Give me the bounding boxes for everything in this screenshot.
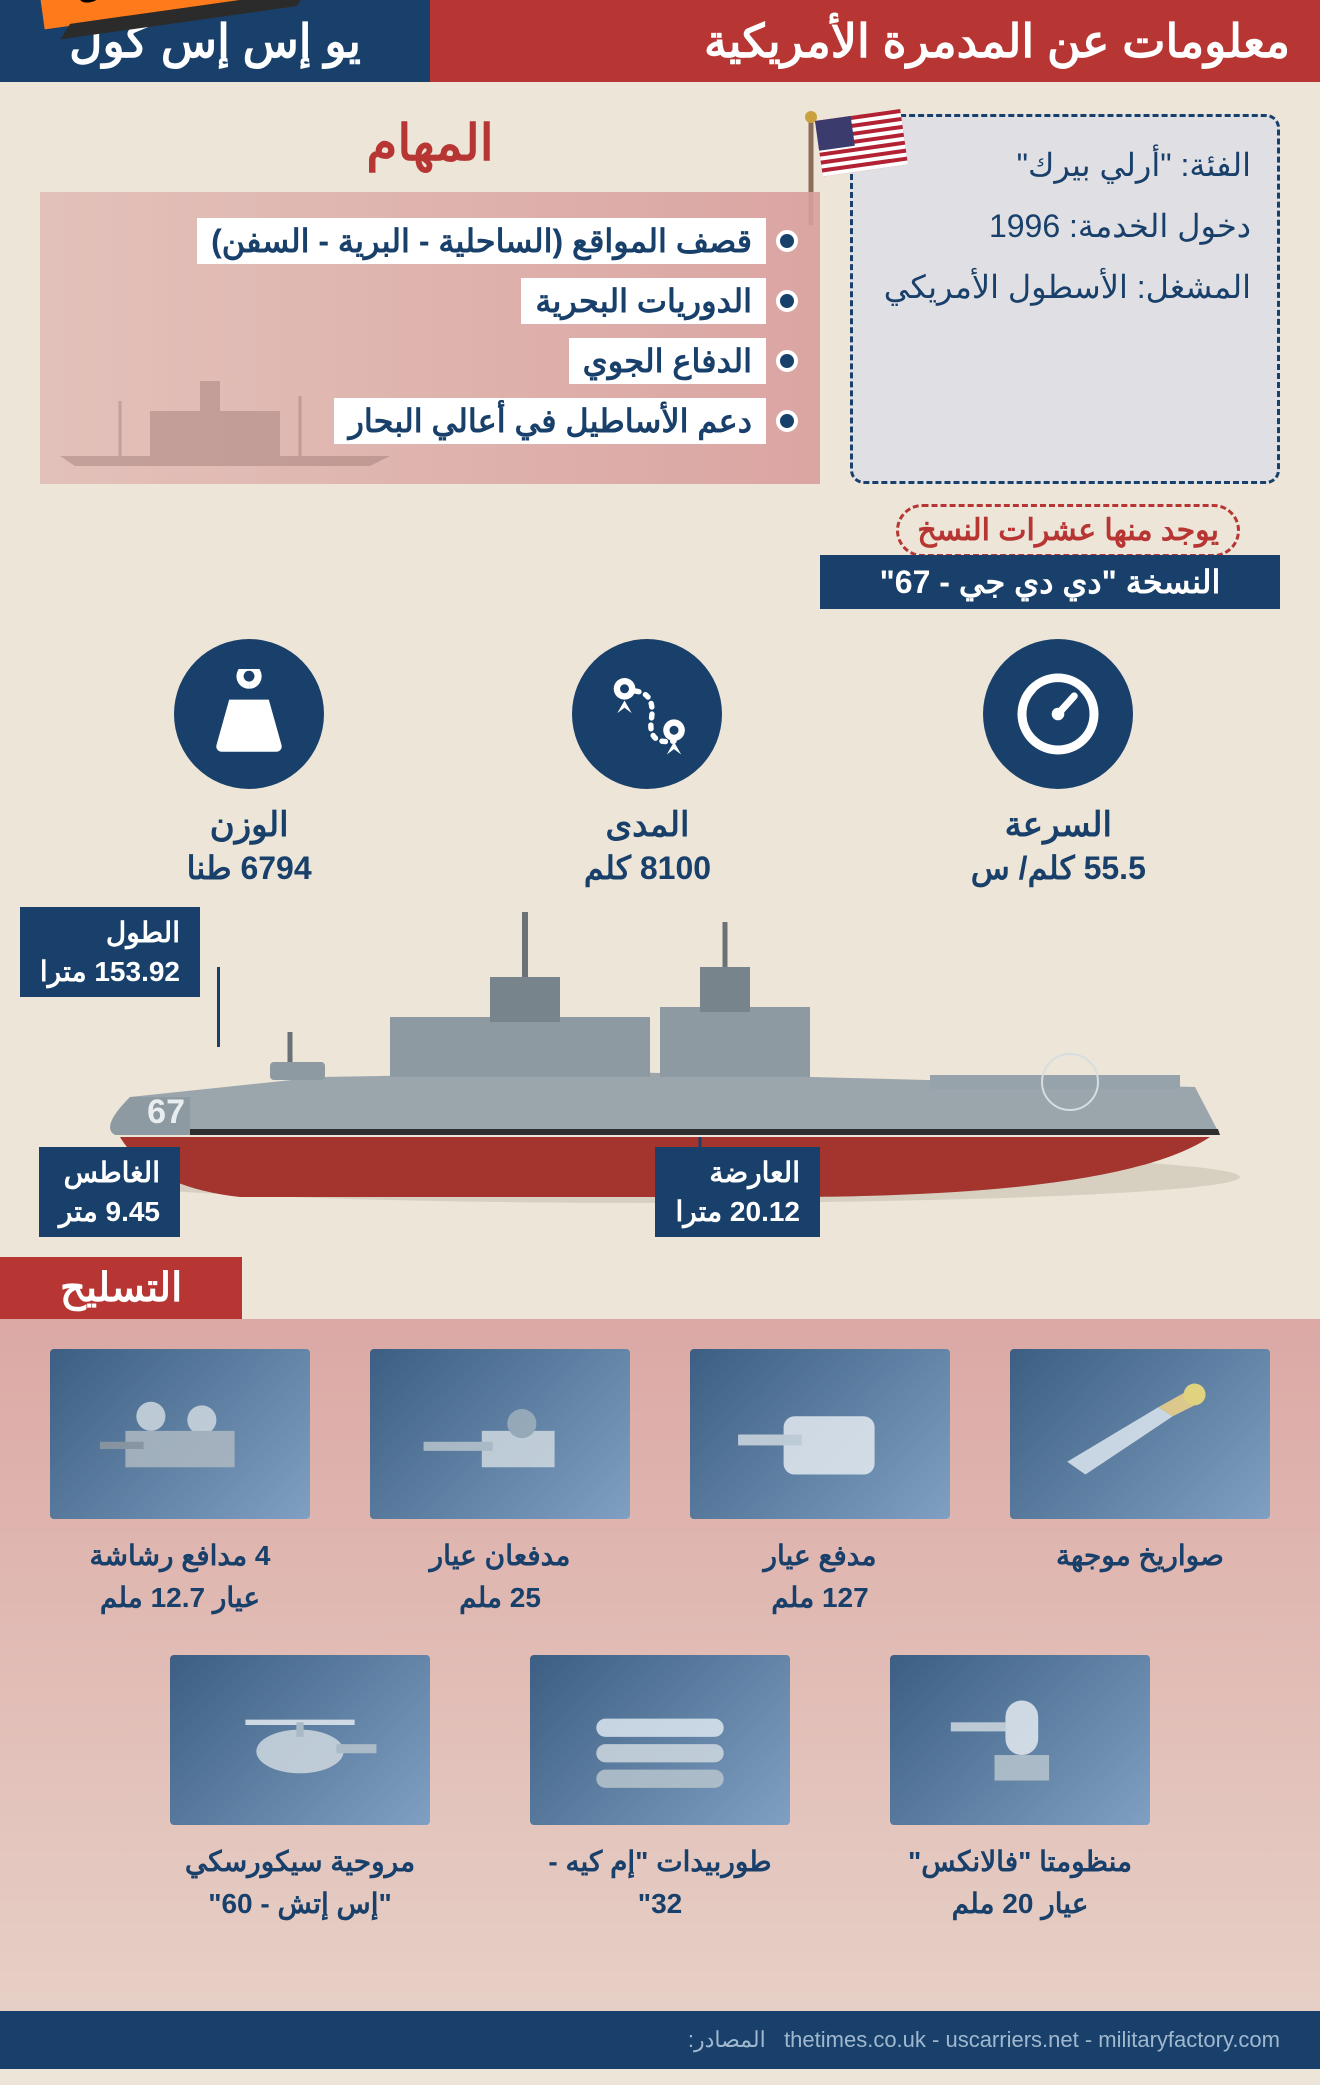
variant-number: النسخة "دي دي جي - 67"	[820, 555, 1280, 609]
armament-label: مدفعان عيار25 ملم	[370, 1535, 630, 1619]
info-class: الفئة: "أرلي بيرك"	[879, 135, 1251, 196]
armament-card: مدفعان عيار25 ملم	[370, 1349, 630, 1619]
mission-item: قصف المواقع (الساحلية - البرية - السفن)	[62, 218, 798, 264]
missions-title: المهام	[40, 114, 820, 172]
info-service-label: دخول الخدمة:	[1069, 208, 1251, 244]
armament-card: طوربيدات "إم كيه - 32"	[530, 1655, 790, 1925]
dim-length-value: 153.92 مترا	[40, 952, 180, 991]
armament-thumb-icon	[170, 1655, 430, 1825]
bullet-icon	[776, 350, 798, 372]
armament-thumb-icon	[370, 1349, 630, 1519]
armament-title: التسليح	[0, 1257, 242, 1319]
info-class-value: "أرلي بيرك"	[1017, 147, 1172, 183]
mission-label: الدفاع الجوي	[569, 338, 766, 384]
bullet-icon	[776, 410, 798, 432]
armament-row-2: منظومتا "فالانكس"عيار 20 ملم طوربيدات "إم…	[50, 1655, 1270, 1925]
dim-length: الطول 153.92 مترا	[20, 907, 200, 997]
armament-thumb-icon	[50, 1349, 310, 1519]
footer-bar: thetimes.co.uk - uscarriers.net - milita…	[0, 2011, 1320, 2069]
missions-panel: المهام قصف المواقع (الساحلية - البرية - …	[40, 114, 820, 484]
armament-card: منظومتا "فالانكس"عيار 20 ملم	[890, 1655, 1150, 1925]
missions-box: قصف المواقع (الساحلية - البرية - السفن) ا…	[40, 192, 820, 484]
dim-beam-label: العارضة	[675, 1153, 800, 1192]
dim-length-line	[217, 967, 220, 1047]
armament-label: صواريخ موجهة	[1010, 1535, 1270, 1577]
armament-card: صواريخ موجهة	[1010, 1349, 1270, 1619]
armament-row-1: صواريخ موجهة مدفع عيار127 ملم مدفعان عيار2…	[50, 1349, 1270, 1619]
armament-thumb-icon	[530, 1655, 790, 1825]
armament-card: مروحية سيكورسكي"إس إتش - 60"	[170, 1655, 430, 1925]
armament-panel: صواريخ موجهة مدفع عيار127 ملم مدفعان عيار2…	[0, 1319, 1320, 2011]
info-operator-label: المشغل:	[1137, 269, 1251, 305]
footer-sources-text: thetimes.co.uk - uscarriers.net - milita…	[784, 2027, 1280, 2052]
armament-thumb-icon	[690, 1349, 950, 1519]
hull-number-text: 67	[147, 1093, 185, 1131]
ship-silhouette-icon	[50, 356, 400, 476]
armament-label: 4 مدافع رشاشةعيار 12.7 ملم	[50, 1535, 310, 1619]
info-service-value: 1996	[989, 208, 1060, 244]
gauge-icon	[983, 639, 1133, 789]
mission-item: الدوريات البحرية	[62, 278, 798, 324]
header-title-main: معلومات عن المدمرة الأمريكية	[430, 0, 1320, 82]
info-service: دخول الخدمة: 1996	[879, 196, 1251, 257]
dim-beam-value: 20.12 مترا	[675, 1192, 800, 1231]
armament-label: طوربيدات "إم كيه - 32"	[530, 1841, 790, 1925]
info-operator: المشغل: الأسطول الأمريكي	[879, 257, 1251, 318]
top-row: الفئة: "أرلي بيرك" دخول الخدمة: 1996 الم…	[0, 82, 1320, 494]
armament-label: مدفع عيار127 ملم	[690, 1535, 950, 1619]
armament-label: مروحية سيكورسكي"إس إتش - 60"	[170, 1841, 430, 1925]
variant-block: يوجد منها عشرات النسخ النسخة "دي دي جي -…	[760, 494, 1320, 609]
info-box: الفئة: "أرلي بيرك" دخول الخدمة: 1996 الم…	[850, 114, 1280, 484]
variant-note: يوجد منها عشرات النسخ	[896, 504, 1240, 557]
weight-icon	[174, 639, 324, 789]
armament-card: مدفع عيار127 ملم	[690, 1349, 950, 1619]
mission-label: قصف المواقع (الساحلية - البرية - السفن)	[197, 218, 766, 264]
dim-draft: الغاطس 9.45 متر	[39, 1147, 180, 1237]
info-operator-value: الأسطول الأمريكي	[884, 269, 1128, 305]
route-icon	[572, 639, 722, 789]
info-class-label: الفئة:	[1180, 147, 1251, 183]
ship-diagram: 67 الطول 153.92 مترا الغاطس 9.45 متر الع…	[0, 807, 1320, 1257]
armament-label: منظومتا "فالانكس"عيار 20 ملم	[890, 1841, 1150, 1925]
dim-beam: العارضة 20.12 مترا	[655, 1147, 820, 1237]
dim-length-label: الطول	[40, 913, 180, 952]
dim-draft-label: الغاطس	[59, 1153, 160, 1192]
armament-title-bar: التسليح	[0, 1257, 1320, 1319]
footer-sources: thetimes.co.uk - uscarriers.net - milita…	[688, 2027, 1280, 2053]
mission-label: الدوريات البحرية	[521, 278, 766, 324]
armament-thumb-icon	[890, 1655, 1150, 1825]
bullet-icon	[776, 230, 798, 252]
armament-thumb-icon	[1010, 1349, 1270, 1519]
armament-card: 4 مدافع رشاشةعيار 12.7 ملم	[50, 1349, 310, 1619]
dim-draft-value: 9.45 متر	[59, 1192, 160, 1231]
bullet-icon	[776, 290, 798, 312]
footer-sources-label: المصادر:	[688, 2027, 766, 2052]
infographic-root: معلومات عن المدمرة الأمريكية يو إس إس كو…	[0, 0, 1320, 2069]
